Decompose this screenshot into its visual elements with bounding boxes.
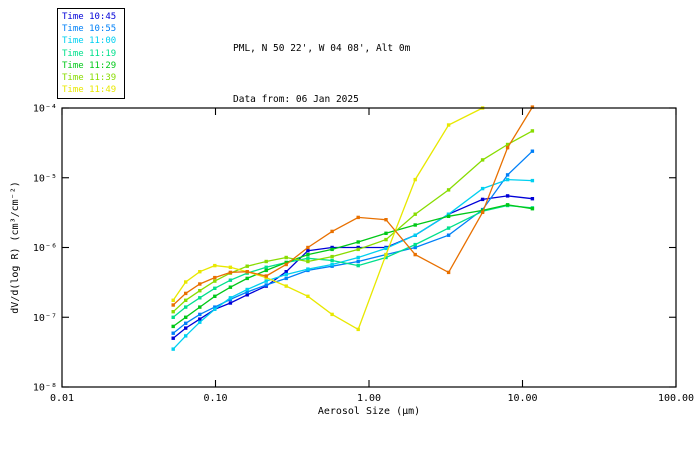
x-tick-label: 1.00 bbox=[357, 393, 381, 404]
y-tick-label: 10⁻⁴ bbox=[33, 104, 57, 115]
legend-item-7: Time 11:49 bbox=[62, 85, 117, 96]
series-group bbox=[171, 105, 535, 351]
y-tick-label: 10⁻⁸ bbox=[33, 383, 57, 394]
series-line-time-10-55 bbox=[171, 149, 535, 335]
y-tick-label: 10⁻⁷ bbox=[33, 313, 57, 324]
legend-item-4: Time 11:19 bbox=[62, 48, 117, 59]
data-point-marker bbox=[171, 324, 175, 329]
legend-item-2: Time 10:55 bbox=[62, 24, 117, 35]
x-tick-label: 10.00 bbox=[507, 393, 537, 404]
axis-ticks bbox=[61, 107, 677, 388]
series-line-time-11-29 bbox=[171, 203, 535, 329]
x-tick-label: 0.10 bbox=[203, 393, 227, 404]
axis-tick-labels: 0.01 0.10 1.00 10.00 100.00 10⁻⁴ 10⁻⁵ 10⁻⁶ 10⁻⁷ 1… bbox=[33, 104, 694, 405]
x-tick-label: 100.00 bbox=[658, 393, 694, 404]
title-line-2: Data from: 06 Jan 2025 bbox=[233, 94, 359, 105]
y-tick-label: 10⁻⁵ bbox=[33, 173, 57, 184]
y-axis-label: dV/d(log R) (cm³/cm⁻²) bbox=[10, 181, 21, 313]
x-tick-label: 0.01 bbox=[50, 393, 74, 404]
series-line-time-11-39 bbox=[171, 129, 535, 314]
page-title: PML, N 50 22', W 04 08', Alt 0m Data fro… bbox=[233, 6, 410, 142]
y-tick-label: 10⁻⁶ bbox=[33, 243, 57, 254]
legend-item-6: Time 11:39 bbox=[62, 73, 117, 84]
legend-item-3: Time 11:00 bbox=[62, 36, 117, 47]
legend: Time 10:45 Time 10:55 Time 11:00 Time 11:19… bbox=[57, 8, 125, 100]
title-line-1: PML, N 50 22', W 04 08', Alt 0m bbox=[233, 43, 411, 54]
legend-item-5: Time 11:29 bbox=[62, 60, 117, 71]
legend-item-1: Time 10:45 bbox=[62, 12, 117, 22]
series-line-unlabeled bbox=[171, 105, 535, 307]
x-axis-label: Aerosol Size (μm) bbox=[318, 406, 420, 417]
series-line-time-11-00 bbox=[171, 177, 535, 351]
